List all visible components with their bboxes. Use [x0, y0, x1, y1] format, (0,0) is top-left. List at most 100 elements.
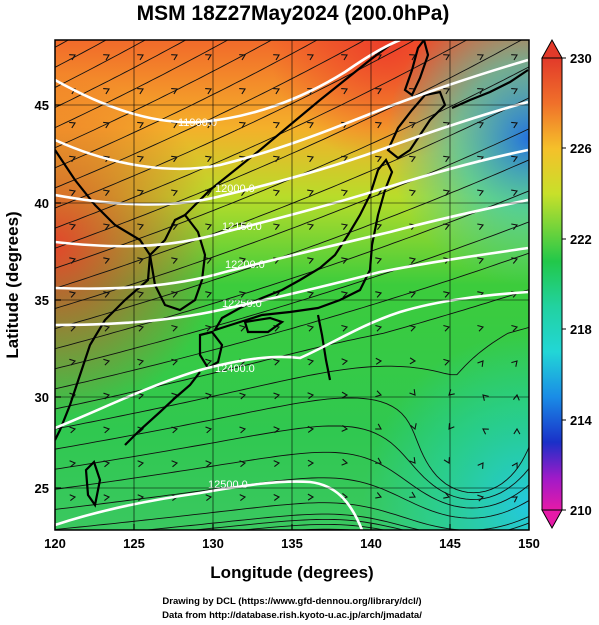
streamline-arrowhead: [273, 460, 281, 468]
streamline-arrowhead: [341, 223, 348, 230]
streamline-arrowhead: [341, 189, 348, 197]
y-tick-label: 25: [35, 481, 49, 496]
streamline-arrowhead: [171, 88, 178, 95]
streamline-arrowhead: [409, 257, 417, 264]
streamline-arrowhead: [137, 155, 144, 163]
streamline-arrowhead: [137, 189, 144, 197]
streamline-arrowhead: [307, 155, 314, 163]
streamline-arrowhead: [375, 88, 382, 95]
streamline-arrowhead: [239, 121, 246, 129]
streamline: [55, 128, 529, 309]
streamline-arrowhead: [477, 494, 485, 502]
streamline-arrowhead: [273, 88, 280, 95]
streamline-arrowhead: [171, 426, 179, 434]
streamline-arrowhead: [239, 324, 247, 332]
streamline: [55, 40, 273, 149]
streamline-arrowhead: [69, 121, 76, 129]
taiwan-coast: [84, 459, 102, 508]
chart-title: MSM 18Z27May2024 (200.0hPa): [137, 2, 450, 25]
streamline-arrowhead: [103, 291, 111, 298]
streamline-arrowhead: [103, 426, 111, 434]
credit-data-source: Data from http://database.rish.kyoto-u.a…: [162, 610, 422, 621]
contour-label: 12150.0: [222, 221, 262, 233]
streamline-arrowhead: [375, 155, 382, 163]
streamline-arrowhead: [171, 54, 178, 61]
streamline-arrowhead: [375, 257, 383, 264]
map-plot-area: 11900.0 12000.0 12150.0 12200.0 12250.0 …: [55, 40, 533, 535]
streamline-arrowhead: [103, 155, 110, 163]
streamline-arrowhead: [239, 494, 247, 502]
streamline-arrowhead: [171, 460, 179, 468]
streamline-arrowhead: [205, 257, 213, 264]
streamline-arrowhead: [375, 390, 383, 398]
streamline-arrowhead: [307, 358, 315, 366]
streamline-arrowhead: [239, 392, 247, 400]
streamline-arrowhead: [137, 392, 145, 400]
streamline-arrowhead: [273, 358, 281, 366]
contour-12250: [55, 246, 529, 327]
streamline-arrowhead: [341, 291, 349, 298]
streamline-arrowhead: [375, 492, 383, 499]
colorbar-label: 210: [570, 503, 592, 518]
streamline-arrowhead: [477, 54, 484, 61]
contour-label: 12500.0: [208, 479, 248, 491]
streamline-arrowhead: [512, 393, 520, 401]
streamline: [190, 518, 406, 530]
streamline-arrowhead: [511, 462, 518, 469]
streamline-arrowhead: [307, 54, 314, 61]
streamline: [55, 40, 229, 129]
streamline-arrowhead: [443, 457, 450, 464]
streamline-arrowhead: [443, 358, 451, 366]
korea-peninsula-coast: [148, 213, 207, 312]
streamline-arrowhead: [375, 121, 382, 129]
streamline-arrowhead: [205, 358, 213, 366]
streamline: [527, 533, 533, 535]
streamline: [55, 40, 187, 109]
ryukyu-islands: [124, 371, 201, 446]
contour-label: 11900.0: [178, 117, 217, 129]
streamline: [55, 40, 366, 189]
streamline-arrowhead: [69, 494, 77, 502]
streamline-arrowhead: [69, 155, 76, 163]
streamline-arrowhead: [239, 460, 247, 468]
sakhalin-coast: [403, 40, 430, 97]
grid-lines: [55, 40, 529, 530]
streamline-arrowhead: [443, 291, 451, 298]
streamline-arrowhead: [239, 88, 246, 95]
streamline-arrowhead: [307, 223, 314, 230]
streamline-arrowhead: [205, 88, 212, 95]
streamline-arrowhead: [205, 324, 213, 332]
streamline-arrowhead: [375, 324, 383, 332]
streamline-arrowhead: [511, 121, 518, 129]
japan-kyushu-coast: [198, 330, 224, 370]
streamline-arrowhead: [69, 358, 77, 366]
colorbar-label: 218: [570, 322, 592, 337]
asia-mainland-coast: [55, 149, 152, 441]
streamline-arrowhead: [69, 291, 77, 298]
streamline-arrowhead: [511, 223, 518, 230]
streamline-arrowhead: [443, 54, 450, 61]
streamline-arrowhead: [205, 426, 213, 434]
streamline-arrowhead: [171, 324, 179, 332]
streamline-arrowhead: [239, 54, 246, 61]
x-tick-label: 135: [281, 536, 303, 551]
y-tick-labels: 25 30 35 40 45: [35, 98, 49, 496]
streamline-arrowhead: [239, 426, 247, 434]
streamline-arrowhead: [137, 223, 144, 230]
streamline-arrowhead: [205, 291, 213, 298]
streamline-arrowhead: [103, 392, 111, 400]
streamline-arrowhead: [511, 155, 518, 163]
streamline-arrowhead: [341, 358, 349, 366]
streamline: [55, 477, 529, 519]
y-tick-label: 30: [35, 390, 49, 405]
streamline-arrowhead: [137, 121, 144, 129]
streamline-arrowhead: [205, 155, 212, 163]
streamline-arrowhead: [171, 257, 179, 264]
contour-label: 12400.0: [215, 363, 255, 375]
x-tick-label: 140: [360, 536, 382, 551]
streamline-arrowhead: [273, 426, 281, 434]
streamline-arrowhead: [477, 462, 484, 469]
streamline-arrowhead: [341, 324, 349, 332]
streamline-arrowhead: [511, 189, 518, 197]
